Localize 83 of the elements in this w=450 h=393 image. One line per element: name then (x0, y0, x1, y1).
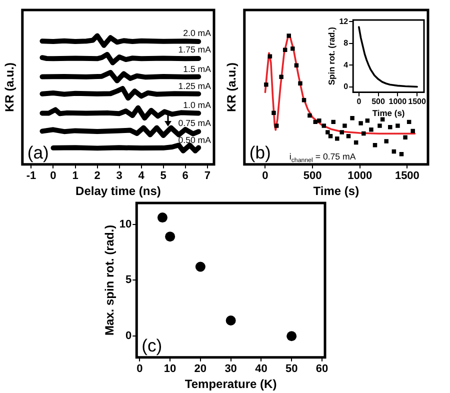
point (340, 130, 344, 134)
x-tick-label: 6 (182, 170, 188, 182)
x-axis-title: Time (s) (313, 184, 360, 198)
x-tick-label: 40 (255, 363, 268, 376)
point (226, 315, 236, 326)
point (290, 46, 295, 51)
x-tick-label: 1 (72, 170, 78, 182)
point (264, 82, 268, 87)
point (358, 121, 363, 126)
x-tick-label: 1500 (394, 170, 420, 182)
point (331, 120, 336, 124)
point (335, 136, 340, 141)
y-tick-label: 5 (126, 274, 132, 286)
point (268, 54, 272, 58)
point (388, 124, 392, 130)
y-tick-label: 0 (344, 82, 349, 91)
point (279, 74, 284, 80)
x-tick-label: 1000 (348, 170, 372, 182)
point (317, 118, 322, 123)
series-label: 1.0 mA (183, 100, 212, 110)
x-axis-title: Temperature (K) (184, 377, 277, 392)
x-tick-label: 0 (136, 363, 143, 376)
x-tick-label: 4 (138, 170, 146, 182)
point (410, 128, 415, 134)
x-tick-label: 50 (285, 363, 298, 376)
x-tick-label: 10 (164, 363, 176, 376)
legend-label: 0.75 mA (178, 118, 212, 128)
annotation: (a) (27, 142, 49, 162)
x-tick-label: 0 (50, 170, 56, 182)
x-tick-label: 0 (262, 170, 268, 182)
x-tick-label: 0 (356, 97, 362, 106)
point (157, 212, 168, 223)
point (396, 124, 400, 128)
point (298, 81, 302, 86)
y-axis-title: KR (a.u.) (2, 62, 17, 112)
x-tick-label: 2 (94, 170, 100, 182)
series-label: 1.75 mA (178, 44, 212, 55)
series-label: 0.50 mA (178, 134, 212, 145)
point (342, 124, 347, 128)
series-label: 2.0 mA (183, 28, 212, 38)
y-tick-label: 0 (126, 330, 132, 342)
x-tick-label: 5 (160, 170, 166, 182)
x-tick-label: 7 (204, 170, 210, 182)
point (365, 118, 370, 123)
series-label: 1.5 mA (183, 64, 212, 74)
point (286, 331, 297, 342)
x-axis-title: Delay time (ns) (76, 184, 161, 198)
y-tick-label: 10 (119, 218, 132, 230)
point (294, 63, 299, 68)
point (272, 110, 276, 116)
y-axis-title: Max. spin rot. (rad.) (102, 224, 117, 336)
point (369, 128, 374, 132)
x-tick-label: 30 (224, 363, 237, 376)
point (165, 232, 176, 242)
point (195, 262, 206, 272)
y-tick-label: 4 (344, 60, 349, 70)
point (286, 34, 291, 38)
point (308, 113, 312, 118)
annotation: (c) (142, 335, 162, 356)
point (403, 135, 408, 140)
x-tick-label: -1 (26, 170, 36, 182)
y-axis-title: Spin rot. (rad.) (326, 26, 336, 86)
point (350, 116, 354, 120)
x-tick-label: 60 (316, 363, 328, 376)
x-axis-title: Time (s) (372, 108, 405, 118)
x-tick-label: 1000 (388, 97, 408, 106)
x-tick-label: 20 (194, 363, 207, 376)
point (378, 124, 382, 128)
series-label: 1.25 mA (178, 80, 212, 91)
x-tick-label: 3 (116, 170, 122, 182)
x-tick-label: 500 (372, 97, 386, 106)
point (362, 131, 366, 136)
y-axis-title: KR (a.u.) (224, 62, 239, 112)
point (322, 124, 326, 128)
annotation: (b) (249, 142, 271, 162)
x-tick-label: 500 (303, 170, 322, 182)
x-tick-label: 1500 (408, 97, 426, 106)
point (326, 130, 330, 134)
point (274, 124, 279, 128)
y-tick-label: 8 (344, 38, 349, 48)
point (384, 139, 388, 144)
point (380, 117, 385, 122)
y-tick-label: 12 (339, 16, 349, 26)
